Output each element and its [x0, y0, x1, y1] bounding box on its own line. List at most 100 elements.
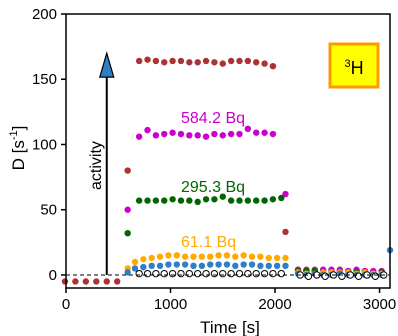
annotation-295-bq: 295.3 Bq [181, 179, 245, 196]
series-4-point [131, 265, 139, 272]
series-5-point [252, 269, 260, 278]
series-2-point [269, 196, 277, 203]
series-1-point [186, 132, 193, 139]
series-3-point [131, 258, 139, 266]
series-1-point [161, 130, 168, 138]
series-2-point [278, 194, 285, 202]
y-tick-label: 150 [32, 71, 57, 88]
series-4-point [181, 261, 189, 268]
series-4-point [173, 261, 180, 268]
series-5-point [338, 272, 346, 280]
series-5-point [135, 269, 143, 278]
series-4-point [257, 262, 264, 270]
series-5-point [185, 269, 194, 278]
isotope-badge-label: 3H [344, 58, 363, 78]
series-3-point [156, 253, 164, 260]
series-5-point [260, 269, 269, 278]
series-4-point [124, 269, 131, 276]
series-2-point [186, 197, 193, 204]
series-1-point [135, 133, 143, 140]
series-3-point [190, 253, 197, 260]
series-0-point [269, 62, 277, 70]
series-3-point [273, 254, 281, 262]
series-0-point [202, 57, 210, 65]
y-tick-label: 100 [32, 136, 57, 153]
series-1-point [269, 130, 277, 138]
x-tick-label: 1000 [154, 296, 187, 313]
series-0-point [144, 56, 151, 63]
series-5-point [202, 269, 210, 278]
annotation-584-bq: 584.2 Bq [181, 110, 245, 127]
annotation-61-bq: 61.1 Bq [181, 234, 236, 251]
series-0-point [253, 59, 260, 66]
series-1-point [261, 129, 268, 136]
series-4-point [140, 263, 147, 271]
series-0-point [194, 59, 201, 66]
series-4-point [148, 262, 155, 270]
series-2-point [152, 197, 160, 204]
series-4-point [207, 261, 214, 268]
series-3-point [282, 254, 289, 262]
activity-arrow [98, 50, 115, 275]
series-3-point [165, 252, 172, 259]
series-2-point [261, 197, 268, 204]
x-tick-label: 3000 [363, 296, 396, 313]
x-axis-label: Time [s] [200, 318, 260, 336]
activity-arrow-head [98, 50, 115, 78]
series-3-point [240, 252, 247, 259]
series-3-point [223, 252, 231, 259]
series-2-point [202, 196, 210, 203]
y-tick-label: 200 [32, 6, 57, 23]
y-tick-label: 0 [49, 267, 57, 284]
series-1-point [211, 130, 218, 138]
series-5-point [304, 272, 313, 280]
series-3-point [207, 253, 214, 260]
series-2-point [227, 197, 235, 204]
series-0-point [152, 57, 160, 65]
series-5-point [227, 269, 235, 278]
series-1-point [144, 126, 151, 134]
series-0-point [186, 59, 193, 66]
data-points [61, 56, 394, 285]
series-3-point [248, 253, 256, 260]
series-3-point [173, 252, 180, 259]
series-3-point [215, 252, 222, 259]
series-0-point [93, 278, 100, 285]
series-2-point [194, 198, 201, 206]
series-5-point [143, 269, 152, 278]
series-5-point [160, 269, 168, 278]
x-tick-label: 0 [62, 296, 70, 313]
series-0-point [72, 278, 79, 285]
series-2-point [211, 196, 218, 203]
series-1-point [227, 130, 235, 138]
series-2-point [253, 197, 260, 204]
series-1-point [244, 125, 252, 133]
x-tick-label: 2000 [258, 296, 291, 313]
series-0-point [282, 228, 289, 236]
series-4-point [232, 262, 239, 270]
series-3-point [198, 253, 206, 260]
series-2-point [169, 196, 176, 203]
series-2-point [244, 197, 252, 204]
series-1-point [194, 132, 201, 139]
series-0-point [61, 278, 69, 285]
plot-frame [65, 13, 391, 289]
series-5-point [354, 272, 363, 280]
series-0-point [236, 57, 243, 65]
series-0-point [219, 60, 226, 67]
series-0-point [114, 278, 121, 285]
isotope-badge-box [328, 42, 380, 89]
series-0-point [169, 57, 176, 65]
series-5-point [277, 269, 286, 278]
series-0-point [82, 278, 90, 285]
series-4-point [265, 262, 272, 270]
series-3-point [148, 254, 155, 262]
isotope-badge: 3H [328, 42, 380, 89]
annotation-activity: activity [88, 141, 105, 190]
series-4-point [156, 262, 164, 270]
series-5-point [269, 269, 277, 278]
isotope-badge-superscript: 3 [344, 58, 350, 70]
series-1-point [124, 206, 131, 213]
series-3-point [181, 253, 189, 260]
series-5-point [152, 269, 160, 278]
